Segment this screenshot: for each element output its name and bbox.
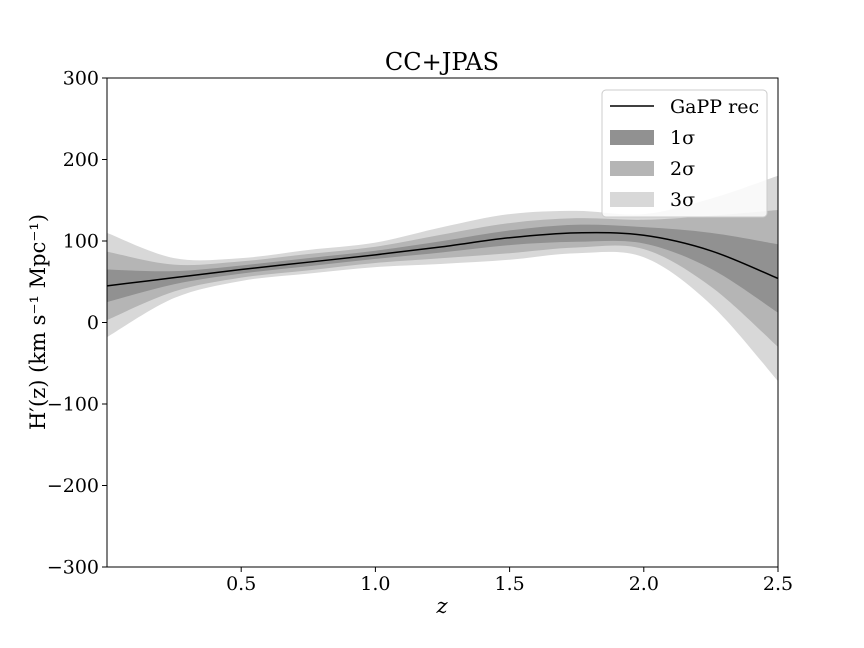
y-tick-label: 300 <box>63 68 99 90</box>
legend-label: 1σ <box>670 127 695 149</box>
y-axis-label: H′(z) (km s⁻¹ Mpc⁻¹) <box>26 214 50 430</box>
x-tick-label: 2.5 <box>763 573 793 595</box>
band-2σ <box>107 210 778 347</box>
x-tick-label: 1.5 <box>494 573 524 595</box>
legend-label: GaPP rec <box>670 96 759 118</box>
y-axis: −300 −200 −100 0 100 200 300 <box>47 68 107 579</box>
line-GaPP rec <box>106 231 779 287</box>
y-tick-label: 200 <box>63 149 99 171</box>
legend-label: 3σ <box>670 189 695 211</box>
y-tick-label: −300 <box>47 557 99 579</box>
y-tick-label: −200 <box>47 475 99 497</box>
x-tick-label: 2.0 <box>629 573 659 595</box>
chart-title: CC+JPAS <box>385 48 499 76</box>
y-tick-label: 0 <box>87 312 99 334</box>
reconstruction-lines <box>106 231 779 287</box>
legend-label: 2σ <box>670 158 695 180</box>
y-tick-label: 100 <box>63 231 99 253</box>
x-tick-label: 1.0 <box>360 573 390 595</box>
legend: GaPP rec 1σ 2σ 3σ <box>601 89 768 218</box>
legend-swatch <box>610 161 654 176</box>
band-1σ <box>107 224 778 313</box>
x-axis: 0.5 1.0 1.5 2.0 2.5 <box>226 567 793 595</box>
x-tick-label: 0.5 <box>226 573 256 595</box>
x-axis-label: z <box>435 594 448 618</box>
legend-swatch <box>610 130 654 145</box>
confidence-bands <box>107 175 778 382</box>
y-tick-label: −100 <box>47 394 99 416</box>
legend-swatch <box>610 192 654 207</box>
legend-box <box>601 89 768 218</box>
